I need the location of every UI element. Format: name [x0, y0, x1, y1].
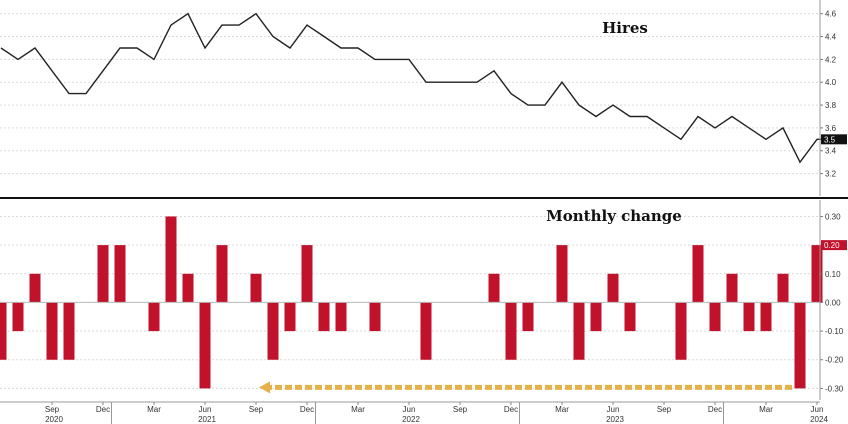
hires-last-value-badge: [821, 134, 847, 145]
change-bar: [97, 245, 109, 303]
x-month-label: Sep: [453, 405, 468, 414]
change-y-tick-label: 0.30: [825, 212, 841, 221]
change-bar: [556, 245, 568, 303]
hires-panel-title: Hires: [602, 19, 648, 37]
x-month-label: Mar: [147, 405, 161, 414]
change-bar: [488, 273, 500, 303]
x-month-label: Jun: [403, 405, 416, 414]
hires-y-tick-label: 3.2: [825, 170, 837, 179]
change-last-value-label: 0.20: [824, 241, 840, 250]
hires-series-line: [0, 12, 834, 164]
change-y-tick-label: -0.30: [825, 384, 844, 393]
x-year-label: 2024: [810, 415, 828, 424]
x-month-label: Jun: [199, 405, 212, 414]
change-bar: [777, 273, 789, 303]
change-bar: [760, 302, 772, 332]
x-month-label: Dec: [708, 405, 722, 414]
x-year-label: 2023: [606, 415, 624, 424]
x-month-label: Dec: [504, 405, 518, 414]
change-bar: [250, 273, 262, 303]
time-x-axis: Sep Dec Mar Jun Sep Dec Mar Jun Sep Dec Mar Jun Sep D…: [0, 401, 828, 424]
change-bar: [29, 273, 41, 303]
change-bar: [726, 273, 738, 303]
change-panel-title: Monthly change: [546, 207, 682, 225]
change-bar: [692, 245, 704, 303]
hires-y-tick-label: 3.8: [825, 101, 837, 110]
change-bar: [590, 302, 602, 332]
change-bar: [573, 302, 585, 360]
hires-y-tick-label: 3.4: [825, 147, 837, 156]
change-bar: [675, 302, 687, 360]
hires-y-tick-label: 3.6: [825, 124, 837, 133]
change-y-tick-label: 0.10: [825, 270, 841, 279]
change-bar: [522, 302, 534, 332]
change-bar: [114, 245, 126, 303]
change-bar: [301, 245, 313, 303]
change-bar: [148, 302, 160, 332]
change-last-value-badge: [821, 240, 847, 251]
arrow-head: [259, 381, 270, 394]
change-bar: [369, 302, 381, 332]
change-bar: [318, 302, 330, 332]
change-bar: [0, 302, 7, 360]
hires-y-tick-label: 4.2: [825, 55, 837, 64]
hires-y-tick-label: 4.6: [825, 10, 837, 19]
hires-line: [0, 12, 834, 164]
change-bar: [216, 245, 228, 303]
x-month-label: Mar: [555, 405, 569, 414]
x-month-label: Mar: [759, 405, 773, 414]
hires-y-tick-label: 4.0: [825, 78, 837, 87]
change-bar: [267, 302, 279, 360]
change-bar: [811, 245, 823, 303]
hires-panel-grid: [0, 13, 820, 175]
change-bar: [743, 302, 755, 332]
x-month-label: Jun: [811, 405, 824, 414]
change-bar: [624, 302, 636, 332]
change-bar: [335, 302, 347, 332]
change-bar: [199, 302, 211, 389]
x-year-label: 2021: [198, 415, 216, 424]
change-bar: [709, 302, 721, 332]
x-month-label: Sep: [249, 405, 264, 414]
x-month-label: Sep: [45, 405, 60, 414]
x-month-label: Jun: [607, 405, 620, 414]
x-month-label: Sep: [657, 405, 672, 414]
change-bar: [505, 302, 517, 360]
monthly-change-bars: [0, 216, 823, 389]
change-bar: [284, 302, 296, 332]
change-bar: [165, 216, 177, 303]
change-bar: [420, 302, 432, 360]
x-month-label: Mar: [351, 405, 365, 414]
change-bar: [182, 273, 194, 303]
x-month-label: Dec: [300, 405, 314, 414]
change-bar: [794, 302, 806, 389]
change-bar: [607, 273, 619, 303]
change-bar: [46, 302, 58, 360]
hires-last-value-label: 3.5: [824, 135, 836, 144]
change-bar: [63, 302, 75, 360]
comparison-arrow: [259, 381, 792, 394]
x-month-label: Dec: [96, 405, 110, 414]
change-y-tick-label: -0.10: [825, 327, 844, 336]
x-year-label: 2022: [402, 415, 420, 424]
change-y-axis: 0.300.200.100.00-0.10-0.20-0.300.20: [819, 200, 847, 400]
hires-y-tick-label: 4.4: [825, 33, 837, 42]
change-y-tick-label: 0.00: [825, 298, 841, 307]
change-bar: [12, 302, 24, 332]
change-y-tick-label: -0.20: [825, 356, 844, 365]
x-year-label: 2020: [45, 415, 63, 424]
hires-y-axis: 4.6 4.4 4.2 4.0 3.8 3.6 3.4 3.2 3.5: [819, 0, 847, 196]
